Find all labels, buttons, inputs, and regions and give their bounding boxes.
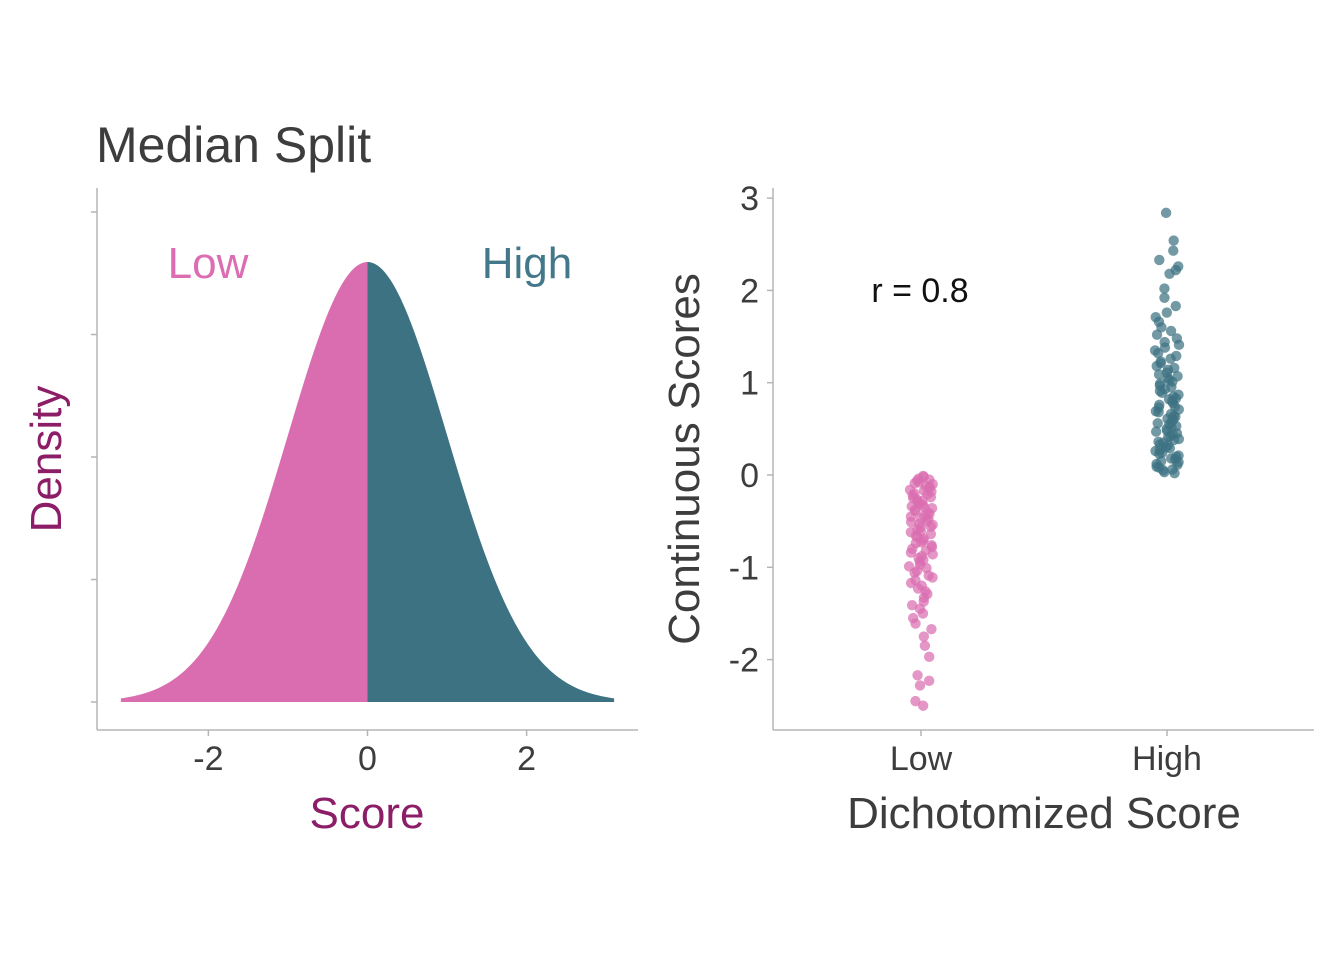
high-scatter-point	[1154, 254, 1165, 266]
high-scatter-point	[1173, 339, 1185, 351]
right-y-tick-label-0: 3	[740, 180, 759, 218]
high-scatter-point	[1153, 369, 1165, 380]
high-scatter-point	[1150, 426, 1162, 437]
right-y-axis-title: Continuous Scores	[660, 273, 709, 645]
high-scatter-point	[1164, 268, 1175, 279]
high-scatter-point	[1164, 443, 1176, 454]
low-scatter-point	[917, 700, 929, 711]
low-scatter-point	[917, 608, 929, 619]
high-scatter-point	[1159, 467, 1170, 478]
chart-title: Median Split	[96, 117, 371, 173]
right-y-tick-label-5: -2	[729, 642, 759, 680]
low-scatter-point	[912, 670, 923, 681]
right-y-tick-label-2: 1	[740, 365, 759, 403]
low-scatter-point	[906, 599, 918, 611]
high-scatter-point	[1151, 360, 1162, 372]
low-scatter-point	[919, 640, 931, 651]
correlation-annotation: r = 0.8	[871, 272, 968, 310]
low-scatter-point	[926, 623, 937, 635]
low-scatter-point	[923, 675, 935, 687]
right-y-tick-label-1: 2	[740, 272, 759, 310]
high-scatter-point	[1159, 283, 1170, 294]
right-y-tick-label-4: -1	[729, 549, 759, 587]
left-y-axis-title: Density	[22, 386, 71, 533]
low-scatter-point	[925, 491, 937, 503]
high-scatter-point	[1168, 235, 1179, 246]
low-scatter-point	[910, 695, 921, 707]
low-scatter-point	[925, 521, 936, 532]
right-x-axis-title: Dichotomized Score	[847, 789, 1241, 838]
low-scatter-point	[905, 547, 917, 558]
low-scatter-point	[905, 577, 917, 589]
high-scatter-point	[1170, 300, 1181, 312]
right-x-tick-label-1: High	[1132, 740, 1202, 778]
left-x-tick-label-1: 0	[358, 740, 377, 778]
high-scatter-point	[1151, 329, 1163, 340]
low-scatter-point	[927, 572, 938, 583]
high-scatter-point	[1152, 347, 1164, 359]
dichotomized-scatter-panel: 3 2 1 0 -1 -2 Low High r = 0.8 Dichotomized Sc…	[660, 180, 1314, 838]
right-x-tick-label-0: Low	[890, 740, 953, 778]
right-y-tick-label-3: 0	[740, 457, 759, 495]
low-scatter-point	[918, 631, 930, 642]
high-scatter-point	[1156, 387, 1168, 399]
high-scatter-point	[1168, 245, 1179, 256]
high-scatter-point	[1161, 307, 1173, 318]
high-scatter-point	[1165, 353, 1176, 364]
low-scatter-point	[905, 516, 917, 528]
high-region-label: High	[482, 239, 573, 288]
high-scatter-point	[1169, 467, 1180, 479]
low-scatter-point	[927, 549, 938, 560]
density-panel: -2 0 2 Low High Score Density	[22, 188, 638, 838]
left-x-tick-label-2: 2	[517, 740, 536, 778]
low-scatter-point	[924, 651, 935, 663]
low-region-label: Low	[168, 239, 249, 288]
high-scatter-point	[1160, 207, 1172, 219]
high-scatter-point	[1159, 292, 1170, 303]
low-scatter-point	[914, 680, 926, 691]
high-scatter-point	[1165, 325, 1177, 337]
high-scatter-point	[1153, 407, 1164, 418]
high-area-region	[367, 262, 615, 702]
low-area-region	[120, 262, 368, 702]
left-x-axis-title: Score	[310, 789, 425, 838]
low-scatter-point	[910, 618, 921, 629]
high-scatter-point	[1152, 418, 1163, 429]
left-x-tick-label-0: -2	[193, 740, 223, 778]
